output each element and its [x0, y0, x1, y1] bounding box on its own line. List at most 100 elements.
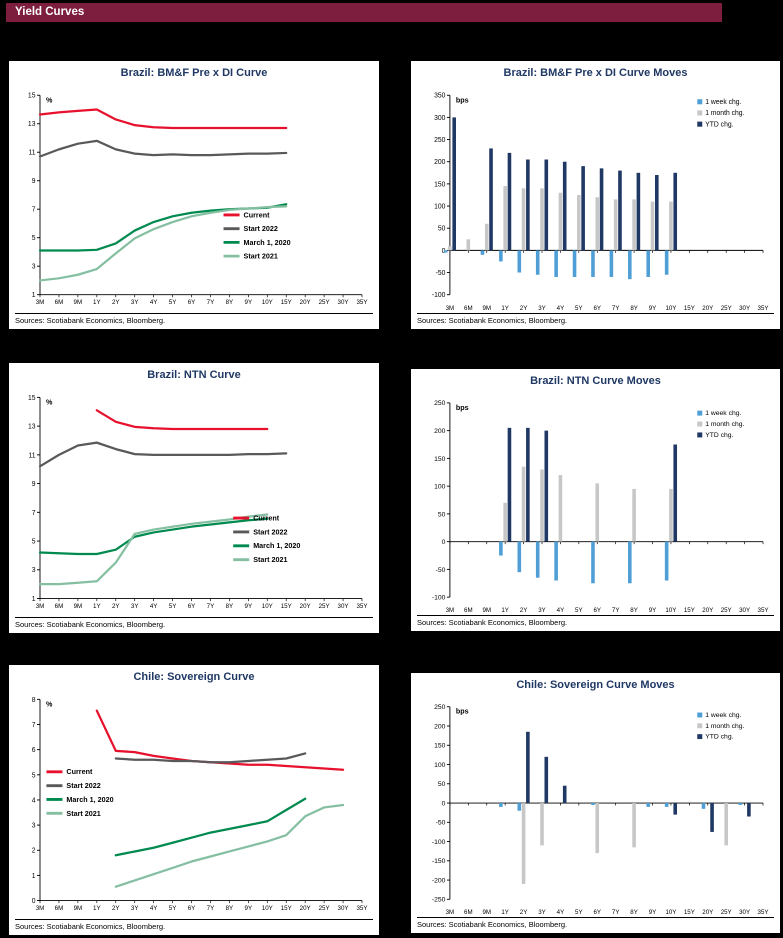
chart-title: Brazil: NTN Curve Moves [530, 375, 661, 387]
svg-text:4Y: 4Y [150, 905, 158, 912]
svg-text:bps: bps [456, 404, 469, 412]
svg-text:15Y: 15Y [281, 603, 293, 610]
svg-text:4: 4 [32, 797, 36, 804]
svg-text:20Y: 20Y [702, 607, 713, 614]
svg-text:9Y: 9Y [649, 305, 657, 312]
svg-text:-100: -100 [432, 839, 446, 846]
svg-text:7: 7 [32, 207, 36, 214]
panel-brazil-ntn-curve-moves: Brazil: NTN Curve Moves -100 -50 0 50 100 150… [410, 368, 781, 632]
svg-text:25Y: 25Y [319, 603, 331, 610]
svg-text:3Y: 3Y [131, 905, 139, 912]
svg-text:March 1, 2020: March 1, 2020 [66, 795, 113, 804]
svg-text:3M: 3M [446, 607, 455, 614]
chile-sovereign-curve-moves-bar-chart: -250 -200 -150 -100 -50 0 50 100 150 200 250 bps 3M 6… [432, 704, 769, 916]
svg-text:9Y: 9Y [245, 905, 253, 912]
svg-text:10Y: 10Y [665, 305, 677, 312]
svg-text:10Y: 10Y [262, 905, 274, 912]
page-header: Yield Curves [6, 3, 722, 22]
svg-text:250: 250 [434, 704, 446, 711]
svg-text:8: 8 [32, 697, 36, 704]
source-note: Sources: Scotiabank Economics, Bloomberg… [417, 917, 774, 930]
panel-chile-sovereign-curve-moves: Chile: Sovereign Curve Moves -250 -200 -15… [410, 672, 781, 934]
svg-text:13: 13 [28, 424, 36, 431]
svg-text:1 week chg.: 1 week chg. [705, 99, 741, 106]
svg-text:8Y: 8Y [630, 607, 638, 614]
svg-text:9M: 9M [74, 905, 83, 912]
chart-title: Brazil: NTN Curve [147, 369, 241, 381]
svg-text:20Y: 20Y [300, 603, 312, 610]
svg-text:50: 50 [438, 511, 446, 518]
svg-text:3Y: 3Y [131, 299, 139, 306]
svg-text:4Y: 4Y [150, 603, 158, 610]
svg-text:2Y: 2Y [520, 909, 528, 916]
svg-text:3M: 3M [36, 603, 45, 610]
svg-text:200: 200 [434, 428, 446, 435]
chile-sovereign-curve-line-chart: 0 1 2 3 4 5 6 7 8 % 3M 6M 9M 1Y 2Y 3Y 4Y 5Y 6Y 7Y 8Y 9Y 10Y 15Y… [32, 697, 369, 912]
svg-text:100: 100 [434, 203, 445, 210]
svg-text:15: 15 [28, 395, 36, 402]
svg-text:-50: -50 [436, 567, 446, 574]
svg-text:25Y: 25Y [319, 299, 331, 306]
svg-text:%: % [46, 397, 53, 406]
svg-text:200: 200 [434, 723, 446, 730]
svg-text:150: 150 [434, 181, 445, 188]
svg-text:150: 150 [434, 743, 446, 750]
svg-text:-250: -250 [432, 897, 446, 904]
svg-text:6Y: 6Y [593, 607, 601, 614]
svg-text:25Y: 25Y [721, 607, 732, 614]
svg-text:5: 5 [32, 235, 36, 242]
svg-text:3M: 3M [446, 909, 455, 916]
svg-text:35Y: 35Y [356, 299, 368, 306]
svg-text:Start 2022: Start 2022 [66, 781, 100, 790]
svg-text:3M: 3M [36, 299, 45, 306]
svg-text:Current: Current [253, 513, 280, 522]
brazil-bmf-curve-moves-bar-chart: -100 -50 0 50 100 150 200 250 300 350 bps 3M 6M 9M 1Y 2… [432, 93, 769, 312]
svg-text:15Y: 15Y [281, 299, 293, 306]
svg-text:25Y: 25Y [319, 905, 331, 912]
svg-text:4Y: 4Y [557, 305, 565, 312]
svg-text:6M: 6M [55, 299, 64, 306]
svg-text:6M: 6M [464, 909, 473, 916]
source-note: Sources: Scotiabank Economics, Bloomberg… [417, 615, 774, 628]
svg-text:%: % [46, 95, 53, 104]
svg-text:5Y: 5Y [575, 305, 583, 312]
svg-text:150: 150 [434, 456, 446, 463]
svg-text:9M: 9M [482, 305, 491, 312]
svg-text:8Y: 8Y [226, 603, 234, 610]
svg-text:35Y: 35Y [758, 607, 769, 614]
svg-text:2Y: 2Y [520, 607, 528, 614]
svg-text:6M: 6M [464, 607, 473, 614]
svg-text:10Y: 10Y [262, 299, 274, 306]
svg-text:1: 1 [32, 596, 36, 603]
svg-text:-150: -150 [432, 858, 446, 865]
svg-text:50: 50 [438, 226, 446, 233]
svg-text:7: 7 [32, 510, 36, 517]
svg-text:250: 250 [434, 400, 446, 407]
svg-text:8Y: 8Y [226, 905, 234, 912]
svg-text:7Y: 7Y [612, 305, 620, 312]
svg-text:2Y: 2Y [112, 299, 120, 306]
svg-text:5: 5 [32, 772, 36, 779]
svg-text:13: 13 [28, 121, 36, 128]
svg-text:9Y: 9Y [245, 603, 253, 610]
panel-brazil-ntn-curve: Brazil: NTN Curve 1 3 5 7 9 11 13 15% 3M 6M 9M 1Y 2Y… [8, 362, 380, 634]
svg-text:300: 300 [434, 115, 445, 122]
svg-text:25Y: 25Y [721, 909, 732, 916]
svg-text:6Y: 6Y [593, 305, 601, 312]
svg-text:2Y: 2Y [112, 603, 120, 610]
svg-text:-200: -200 [432, 877, 446, 884]
source-note: Sources: Scotiabank Economics, Bloomberg… [417, 313, 774, 326]
svg-text:3Y: 3Y [538, 909, 546, 916]
svg-text:9M: 9M [74, 299, 83, 306]
svg-text:3: 3 [32, 567, 36, 574]
svg-text:15Y: 15Y [684, 607, 695, 614]
svg-text:35Y: 35Y [356, 905, 368, 912]
svg-text:6Y: 6Y [188, 603, 196, 610]
panel-brazil-bmf-curve-moves: Brazil: BM&F Pre x DI Curve Moves -100 -5… [410, 60, 781, 330]
svg-text:0: 0 [442, 248, 446, 255]
svg-text:250: 250 [434, 137, 445, 144]
svg-text:1Y: 1Y [501, 607, 509, 614]
svg-text:6Y: 6Y [593, 909, 601, 916]
svg-text:Start 2021: Start 2021 [253, 555, 287, 564]
svg-text:10Y: 10Y [262, 603, 274, 610]
